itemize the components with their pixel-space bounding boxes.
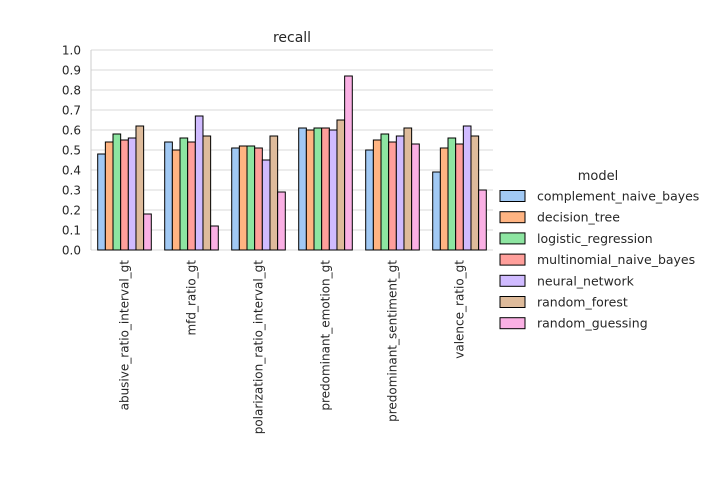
y-tick-label: 0.9 <box>62 64 81 78</box>
legend-swatch-logistic_regression <box>499 232 526 245</box>
y-tick-label: 0.6 <box>62 124 81 138</box>
bar-complement_naive_bayes-abusive_ratio_interval_gt <box>97 153 106 251</box>
y-tick-label: 0.1 <box>62 224 81 238</box>
y-tick-label: 0.8 <box>62 84 81 98</box>
legend-swatch-decision_tree <box>499 211 526 224</box>
legend-title: model <box>578 169 618 184</box>
bar-random_guessing-predominant_sentiment_gt <box>411 143 420 251</box>
bar-neural_network-predominant_emotion_gt <box>328 129 338 251</box>
bar-random_guessing-predominant_emotion_gt <box>344 75 353 251</box>
bar-multinomial_naive_bayes-polarization_ratio_interval_gt <box>254 147 263 251</box>
bar-random_forest-mfd_ratio_gt <box>202 135 212 251</box>
y-tick-label: 0.5 <box>62 144 81 158</box>
bar-logistic_regression-valence_ratio_gt <box>447 137 457 251</box>
axes: 0.0 0.1 0.2 0.3 0.4 0.5 0.6 0.7 0.8 0.9 1.0 abusive… <box>62 44 467 435</box>
bar-logistic_regression-predominant_emotion_gt <box>313 127 323 251</box>
bar-random_guessing-valence_ratio_gt <box>478 189 487 251</box>
bar-neural_network-predominant_sentiment_gt <box>395 135 405 251</box>
bar-random_forest-abusive_ratio_interval_gt <box>135 125 145 251</box>
legend-label: random_guessing <box>537 316 648 331</box>
x-tick-label: predominant_sentiment_gt <box>386 260 400 422</box>
bar-random_guessing-polarization_ratio_interval_gt <box>277 191 286 251</box>
y-tick-label: 0.2 <box>62 204 81 218</box>
bar-complement_naive_bayes-polarization_ratio_interval_gt <box>231 147 240 251</box>
bar-random_forest-predominant_emotion_gt <box>336 119 346 251</box>
legend-label: multinomial_naive_bayes <box>537 252 695 267</box>
x-tick-label: predominant_emotion_gt <box>319 260 333 411</box>
bar-multinomial_naive_bayes-mfd_ratio_gt <box>187 141 196 251</box>
x-tick-label: valence_ratio_gt <box>453 260 467 359</box>
bar-neural_network-mfd_ratio_gt <box>194 115 204 251</box>
gridlines <box>91 49 493 251</box>
legend-swatch-random_forest <box>499 296 526 308</box>
legend-label: complement_naive_bayes <box>537 189 699 204</box>
legend-swatch-neural_network <box>499 274 526 287</box>
bar-complement_naive_bayes-valence_ratio_gt <box>432 171 441 251</box>
legend-label: neural_network <box>537 273 635 288</box>
bar-random_forest-polarization_ratio_interval_gt <box>269 135 279 251</box>
bar-decision_tree-predominant_emotion_gt <box>305 129 315 251</box>
bar-logistic_regression-predominant_sentiment_gt <box>380 133 390 251</box>
bar-multinomial_naive_bayes-predominant_emotion_gt <box>321 127 330 251</box>
x-tick-label: polarization_ratio_interval_gt <box>252 260 266 435</box>
bar-neural_network-polarization_ratio_interval_gt <box>261 159 271 251</box>
y-tick-label: 1.0 <box>62 44 81 58</box>
bar-multinomial_naive_bayes-valence_ratio_gt <box>455 143 464 251</box>
bar-logistic_regression-abusive_ratio_interval_gt <box>112 133 122 251</box>
y-tick-label: 0.4 <box>62 164 81 178</box>
bar-decision_tree-valence_ratio_gt <box>439 147 449 251</box>
bar-decision_tree-polarization_ratio_interval_gt <box>238 145 248 251</box>
bar-logistic_regression-polarization_ratio_interval_gt <box>246 145 256 251</box>
y-tick-label: 0.7 <box>62 104 81 118</box>
bar-complement_naive_bayes-mfd_ratio_gt <box>164 141 173 251</box>
bar-random_guessing-mfd_ratio_gt <box>210 225 219 251</box>
bar-random_forest-predominant_sentiment_gt <box>403 127 413 251</box>
legend: model complement_naive_bayes decision_tree… <box>499 169 699 331</box>
bar-random_forest-valence_ratio_gt <box>470 135 480 251</box>
bar-complement_naive_bayes-predominant_emotion_gt <box>298 127 307 251</box>
bars <box>97 75 487 251</box>
bar-random_guessing-abusive_ratio_interval_gt <box>143 213 152 251</box>
x-tick-label: abusive_ratio_interval_gt <box>118 260 132 411</box>
chart-title: recall <box>273 30 311 46</box>
bar-decision_tree-abusive_ratio_interval_gt <box>104 141 114 251</box>
legend-swatch-random_guessing <box>499 317 526 330</box>
legend-label: decision_tree <box>537 210 620 225</box>
y-tick-label: 0.0 <box>62 244 81 258</box>
bar-multinomial_naive_bayes-predominant_sentiment_gt <box>388 141 397 251</box>
bar-logistic_regression-mfd_ratio_gt <box>179 137 189 251</box>
legend-label: logistic_regression <box>537 231 653 246</box>
bar-decision_tree-predominant_sentiment_gt <box>372 139 382 251</box>
bar-neural_network-valence_ratio_gt <box>462 125 472 251</box>
legend-swatch-complement_naive_bayes <box>499 190 526 202</box>
bar-complement_naive_bayes-predominant_sentiment_gt <box>365 149 374 251</box>
y-tick-label: 0.3 <box>62 184 81 198</box>
bar-multinomial_naive_bayes-abusive_ratio_interval_gt <box>120 139 129 251</box>
legend-label: random_forest <box>537 295 628 310</box>
bar-neural_network-abusive_ratio_interval_gt <box>127 137 137 251</box>
legend-swatch-multinomial_naive_bayes <box>499 253 526 266</box>
bar-decision_tree-mfd_ratio_gt <box>171 149 181 251</box>
x-tick-label: mfd_ratio_gt <box>185 260 199 336</box>
